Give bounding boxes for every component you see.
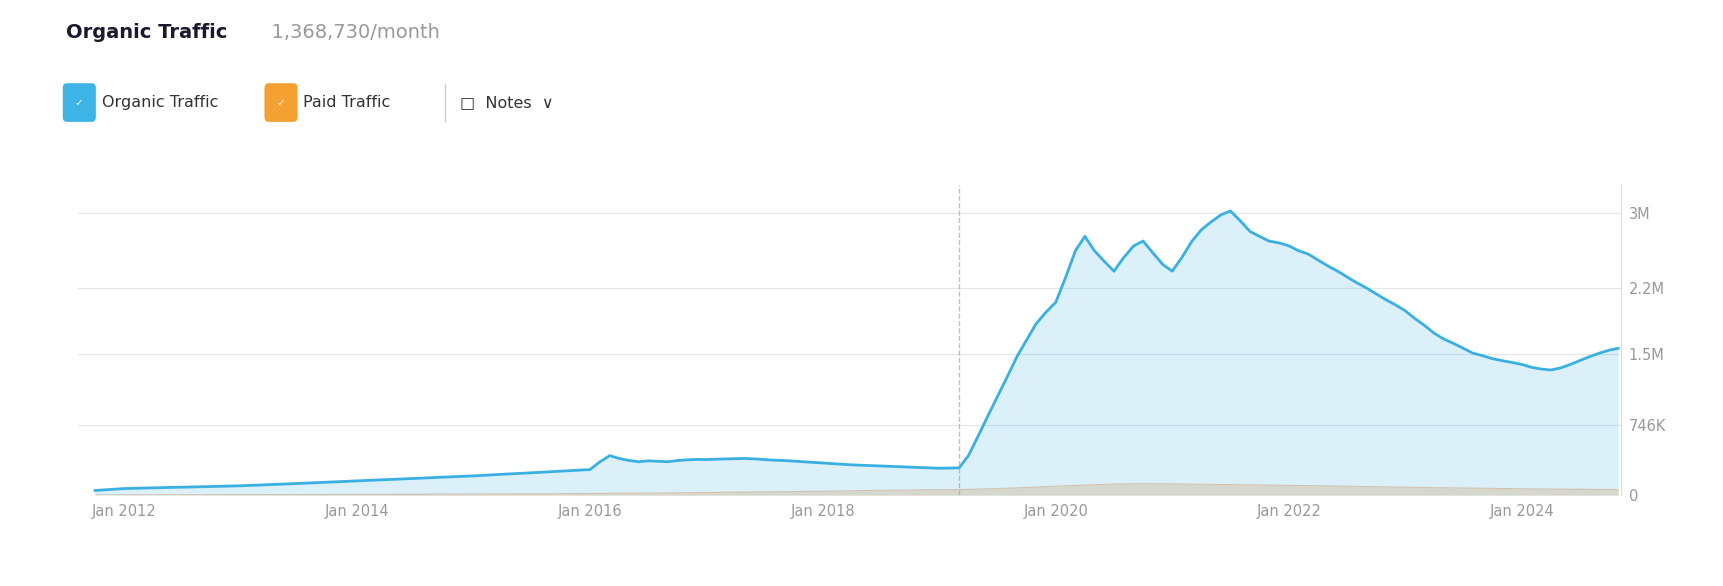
- Text: 1,368,730/month: 1,368,730/month: [258, 23, 439, 42]
- Text: Organic Traffic: Organic Traffic: [102, 95, 219, 110]
- FancyBboxPatch shape: [264, 83, 298, 122]
- FancyBboxPatch shape: [62, 83, 96, 122]
- Text: Organic Traffic: Organic Traffic: [65, 23, 227, 42]
- Text: □  Notes  ∨: □ Notes ∨: [460, 95, 553, 110]
- Text: ✓: ✓: [276, 98, 286, 108]
- Text: Paid Traffic: Paid Traffic: [303, 95, 391, 110]
- Text: ✓: ✓: [74, 98, 84, 108]
